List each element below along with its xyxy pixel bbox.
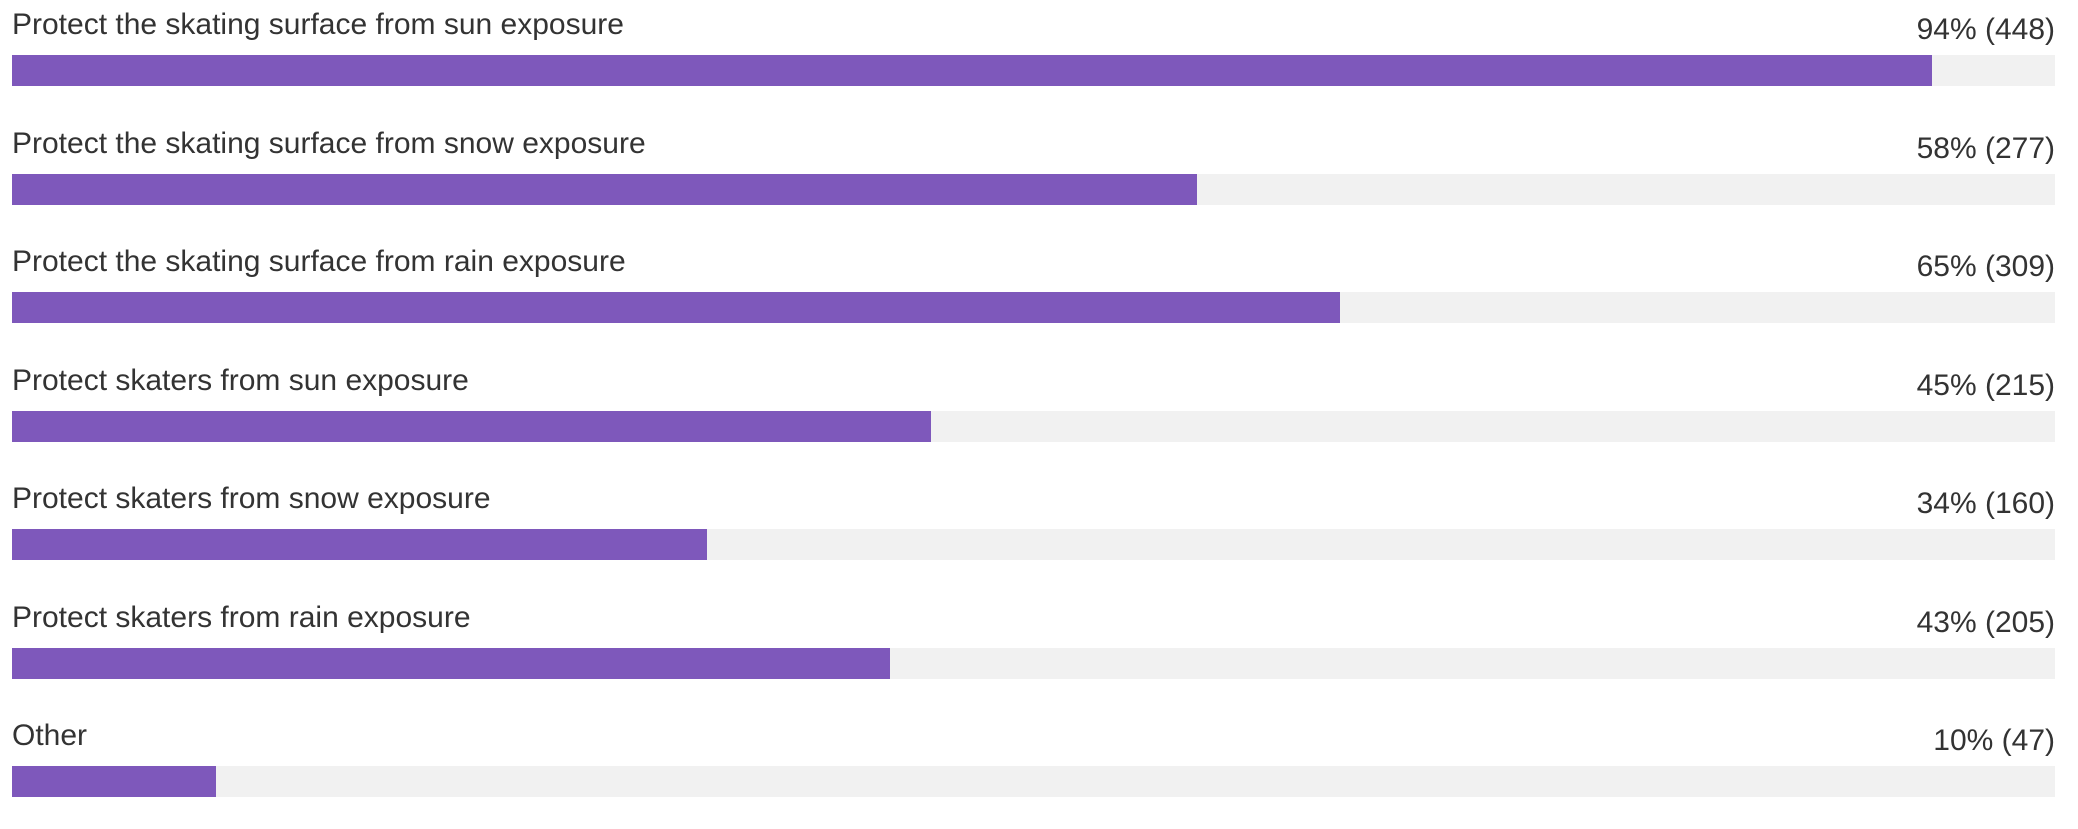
value-label: 43% (205) [1916,605,2055,639]
bar-fill [12,55,1933,86]
chart-row: Other 10% (47) [12,711,2055,829]
category-label: Protect skaters from rain exposure [12,600,471,634]
chart-row: Protect the skating surface from sun exp… [12,0,2055,118]
category-label: Protect the skating surface from snow ex… [12,126,646,160]
bar-fill [12,647,891,679]
bar-fill [12,173,1197,205]
value-label: 94% (448) [1916,13,2055,46]
category-label: Protect the skating surface from rain ex… [12,245,626,278]
bar-track [12,292,2055,323]
value-label: 65% (309) [1916,250,2055,283]
category-label: Protect skaters from snow exposure [12,482,491,515]
category-label: Protect skaters from sun exposure [12,363,469,397]
bar-track [12,173,2055,205]
value-label: 45% (215) [1916,368,2055,402]
survey-bar-chart: Protect the skating surface from sun exp… [12,0,2055,797]
category-label: Protect the skating surface from sun exp… [12,8,624,41]
value-label: 58% (277) [1916,131,2055,165]
value-label: 34% (160) [1916,487,2055,520]
bar-track [12,766,2055,797]
bar-track [12,647,2055,679]
value-label: 10% (47) [1933,724,2055,757]
bar-fill [12,766,217,797]
chart-row: Protect the skating surface from snow ex… [12,119,2055,237]
chart-row: Protect the skating surface from rain ex… [12,237,2055,355]
bar-fill [12,410,932,442]
category-label: Other [12,719,88,752]
chart-row: Protect skaters from snow exposure 34% (1… [12,474,2055,592]
bar-track [12,410,2055,442]
chart-row: Protect skaters from sun exposure 45% (21… [12,356,2055,474]
bar-fill [12,292,1340,323]
bar-track [12,55,2055,86]
bar-track [12,529,2055,560]
chart-row: Protect skaters from rain exposure 43% (2… [12,593,2055,711]
bar-fill [12,529,707,560]
